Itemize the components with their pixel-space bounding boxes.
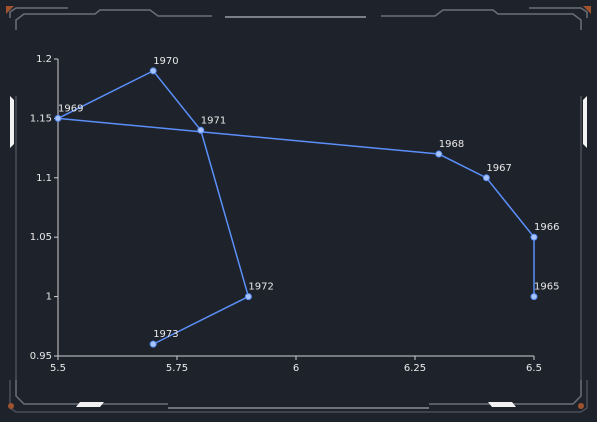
point	[149, 340, 157, 348]
point-label: 1973	[153, 329, 178, 340]
point-label: 1967	[486, 163, 511, 174]
x-tick-label: 6.25	[404, 363, 426, 374]
x-tick-label: 5.75	[166, 363, 188, 374]
point-label: 1965	[534, 282, 559, 293]
point-label: 1966	[534, 222, 559, 233]
point	[244, 293, 252, 301]
point	[149, 67, 157, 75]
y-tick-label: 1.15	[30, 113, 52, 124]
x-tick-label: 5.5	[50, 363, 66, 374]
y-tick-label: 1.2	[36, 54, 52, 65]
y-tick-label: 1	[46, 292, 52, 303]
point-label: 1968	[439, 139, 464, 150]
point-label: 1972	[248, 282, 273, 293]
point	[197, 126, 205, 134]
point	[435, 150, 443, 158]
point	[54, 114, 62, 122]
y-tick-label: 0.95	[30, 351, 52, 362]
point	[530, 233, 538, 241]
point-label: 1970	[153, 56, 178, 67]
x-tick-label: 6.5	[526, 363, 542, 374]
point	[530, 293, 538, 301]
point	[482, 174, 490, 182]
x-tick-label: 6	[293, 363, 299, 374]
point-label: 1969	[58, 103, 83, 114]
y-tick-label: 1.05	[30, 232, 52, 243]
y-tick-label: 1.1	[36, 173, 52, 184]
point-label: 1971	[201, 115, 226, 126]
